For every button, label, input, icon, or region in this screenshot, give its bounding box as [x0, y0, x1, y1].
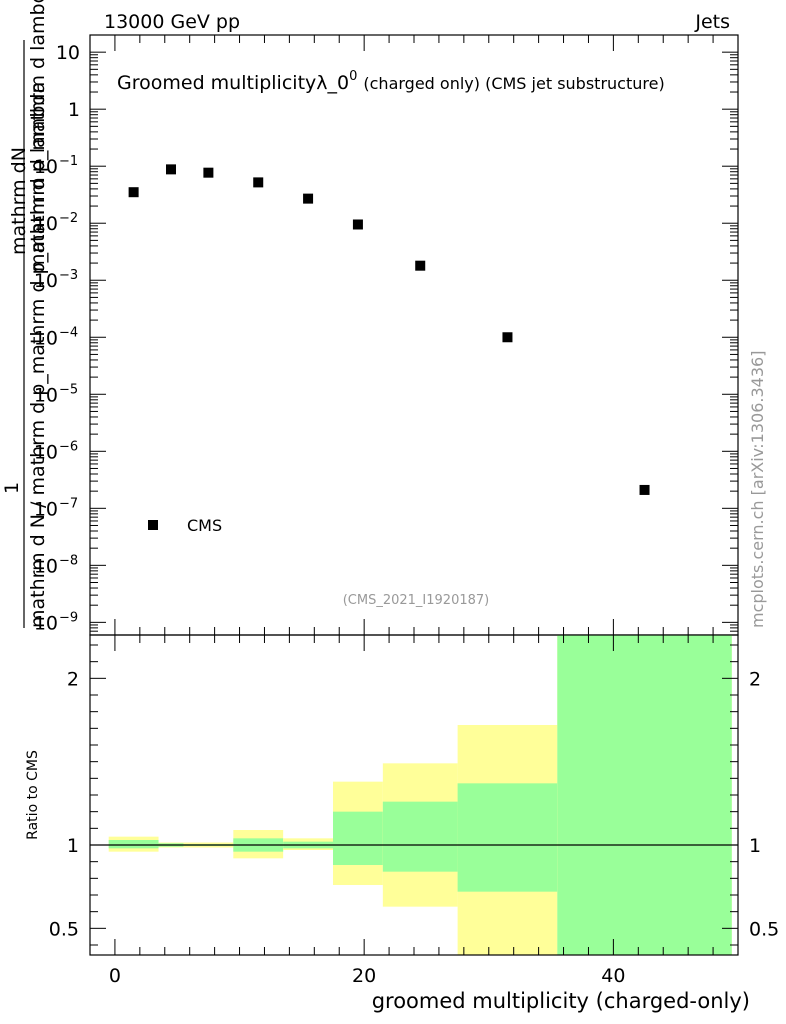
- main-y-tick-exponent: −1: [59, 154, 78, 169]
- ylabel-top: 1: [1, 482, 23, 494]
- main-y-tick-exponent: −4: [59, 325, 78, 340]
- ratio-y-tick-label: 2: [67, 668, 79, 690]
- ylabel-side2: mathrm d p_mathrm d lambda: [27, 0, 49, 272]
- x-tick-label: 40: [601, 965, 625, 987]
- x-tick-label: 0: [109, 965, 121, 987]
- ratio-stat-band: [382, 801, 458, 872]
- site-credit: mcplots.cern.ch [arXiv:1306.3436]: [748, 351, 767, 628]
- main-y-tick-exponent: −3: [59, 268, 78, 283]
- data-point: [639, 484, 650, 495]
- main-y-tick-label: 10: [56, 42, 80, 64]
- main-y-tick-label: 10: [34, 384, 58, 406]
- main-y-tick-exponent: −8: [59, 553, 78, 568]
- x-axis-label: groomed multiplicity (charged-only): [372, 989, 750, 1013]
- ratio-stat-band: [333, 811, 383, 865]
- legend-label: CMS: [187, 516, 222, 535]
- main-y-tick-exponent: −5: [59, 382, 78, 397]
- main-y-tick-exponent: −7: [59, 496, 78, 511]
- data-point: [128, 187, 139, 198]
- main-y-tick-exponent: −9: [59, 610, 78, 625]
- main-y-tick-exponent: −6: [59, 439, 78, 454]
- ratio-plot-panel: 2 2 1 1 0.5 0.5 0 20 40 Ratio to CMS groomed mul…: [25, 634, 779, 1013]
- x-tick-label: 20: [352, 965, 376, 987]
- main-y-tick-label: 10: [34, 156, 58, 178]
- data-point: [415, 260, 426, 271]
- main-ylabel: mathrm dN mathrm d p_mathrm d lambda 1 m…: [1, 0, 49, 628]
- main-y-tick-exponent: −2: [59, 211, 78, 226]
- ratio-y-tick-label-right: 0.5: [749, 918, 779, 940]
- energy-label: 13000 GeV pp: [104, 11, 240, 33]
- analysis-id: (CMS_2021_I1920187): [343, 593, 490, 608]
- plot-title: Groomed multiplicityλ_00 (charged only) (…: [117, 69, 665, 94]
- main-y-tick-label: 10: [34, 327, 58, 349]
- ratio-y-tick-label-right: 1: [749, 835, 761, 857]
- ratio-y-tick-label: 0.5: [49, 918, 79, 940]
- legend-marker: [148, 520, 158, 530]
- ratio-y-tick-label: 1: [67, 835, 79, 857]
- main-y-tick-label: 10: [34, 555, 58, 577]
- data-point: [253, 177, 264, 188]
- ylabel-denom: mathrm d N / mathrm d p_mathrm d p_mathr…: [27, 82, 49, 628]
- main-y-tick-label: 1: [68, 99, 80, 121]
- ratio-stat-band: [108, 840, 159, 849]
- main-y-tick-label: 10: [34, 213, 58, 235]
- category-label: Jets: [694, 11, 730, 33]
- ratio-stat-band: [557, 635, 732, 955]
- main-y-tick-label: 10: [34, 441, 58, 463]
- data-point: [502, 332, 513, 343]
- ratio-ylabel: Ratio to CMS: [25, 750, 41, 840]
- data-point: [166, 164, 176, 175]
- main-plot-panel: 10110−110−210−310−410−510−610−710−810−9 …: [34, 34, 739, 636]
- data-point: [303, 193, 314, 204]
- data-point: [203, 167, 214, 178]
- main-y-tick-label: 10: [34, 612, 58, 634]
- main-y-tick-label: 10: [34, 498, 58, 520]
- ratio-y-tick-label-right: 2: [749, 668, 761, 690]
- ratio-stat-band: [457, 783, 558, 892]
- main-plot-frame: [89, 34, 739, 636]
- data-point: [352, 219, 363, 230]
- main-y-tick-label: 10: [34, 270, 58, 292]
